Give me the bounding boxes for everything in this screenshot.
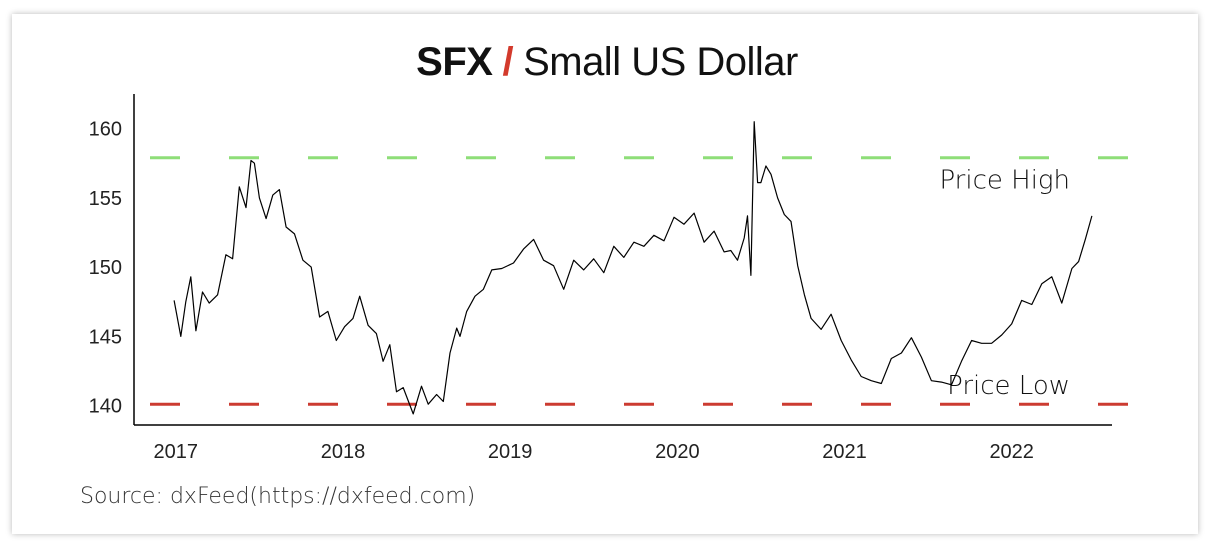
price-high-label: Price High (939, 166, 1070, 196)
source-note: Source: dxFeed(https://dxfeed.com) (80, 484, 476, 509)
y-tick-label: 155 (89, 188, 122, 210)
price-low-label: Price Low (947, 371, 1070, 401)
y-tick-label: 150 (89, 257, 122, 279)
chart-title-name: Small US Dollar (523, 40, 798, 84)
x-tick-label: 2020 (655, 441, 700, 463)
price-series-line (173, 121, 1093, 415)
y-tick-label: 140 (89, 396, 122, 418)
x-tick-label: 2019 (488, 441, 533, 463)
x-tick-label: 2017 (154, 441, 199, 463)
chart-card (12, 14, 1198, 534)
chart-title: SFX / Small US Dollar (0, 38, 1214, 86)
chart-title-symbol: SFX (416, 40, 493, 84)
y-tick-label: 145 (89, 326, 122, 348)
chart-title-separator: / (502, 40, 514, 84)
x-tick-label: 2022 (989, 441, 1034, 463)
x-tick-label: 2021 (822, 441, 867, 463)
y-tick-label: 160 (89, 119, 122, 141)
x-tick-label: 2018 (321, 441, 366, 463)
